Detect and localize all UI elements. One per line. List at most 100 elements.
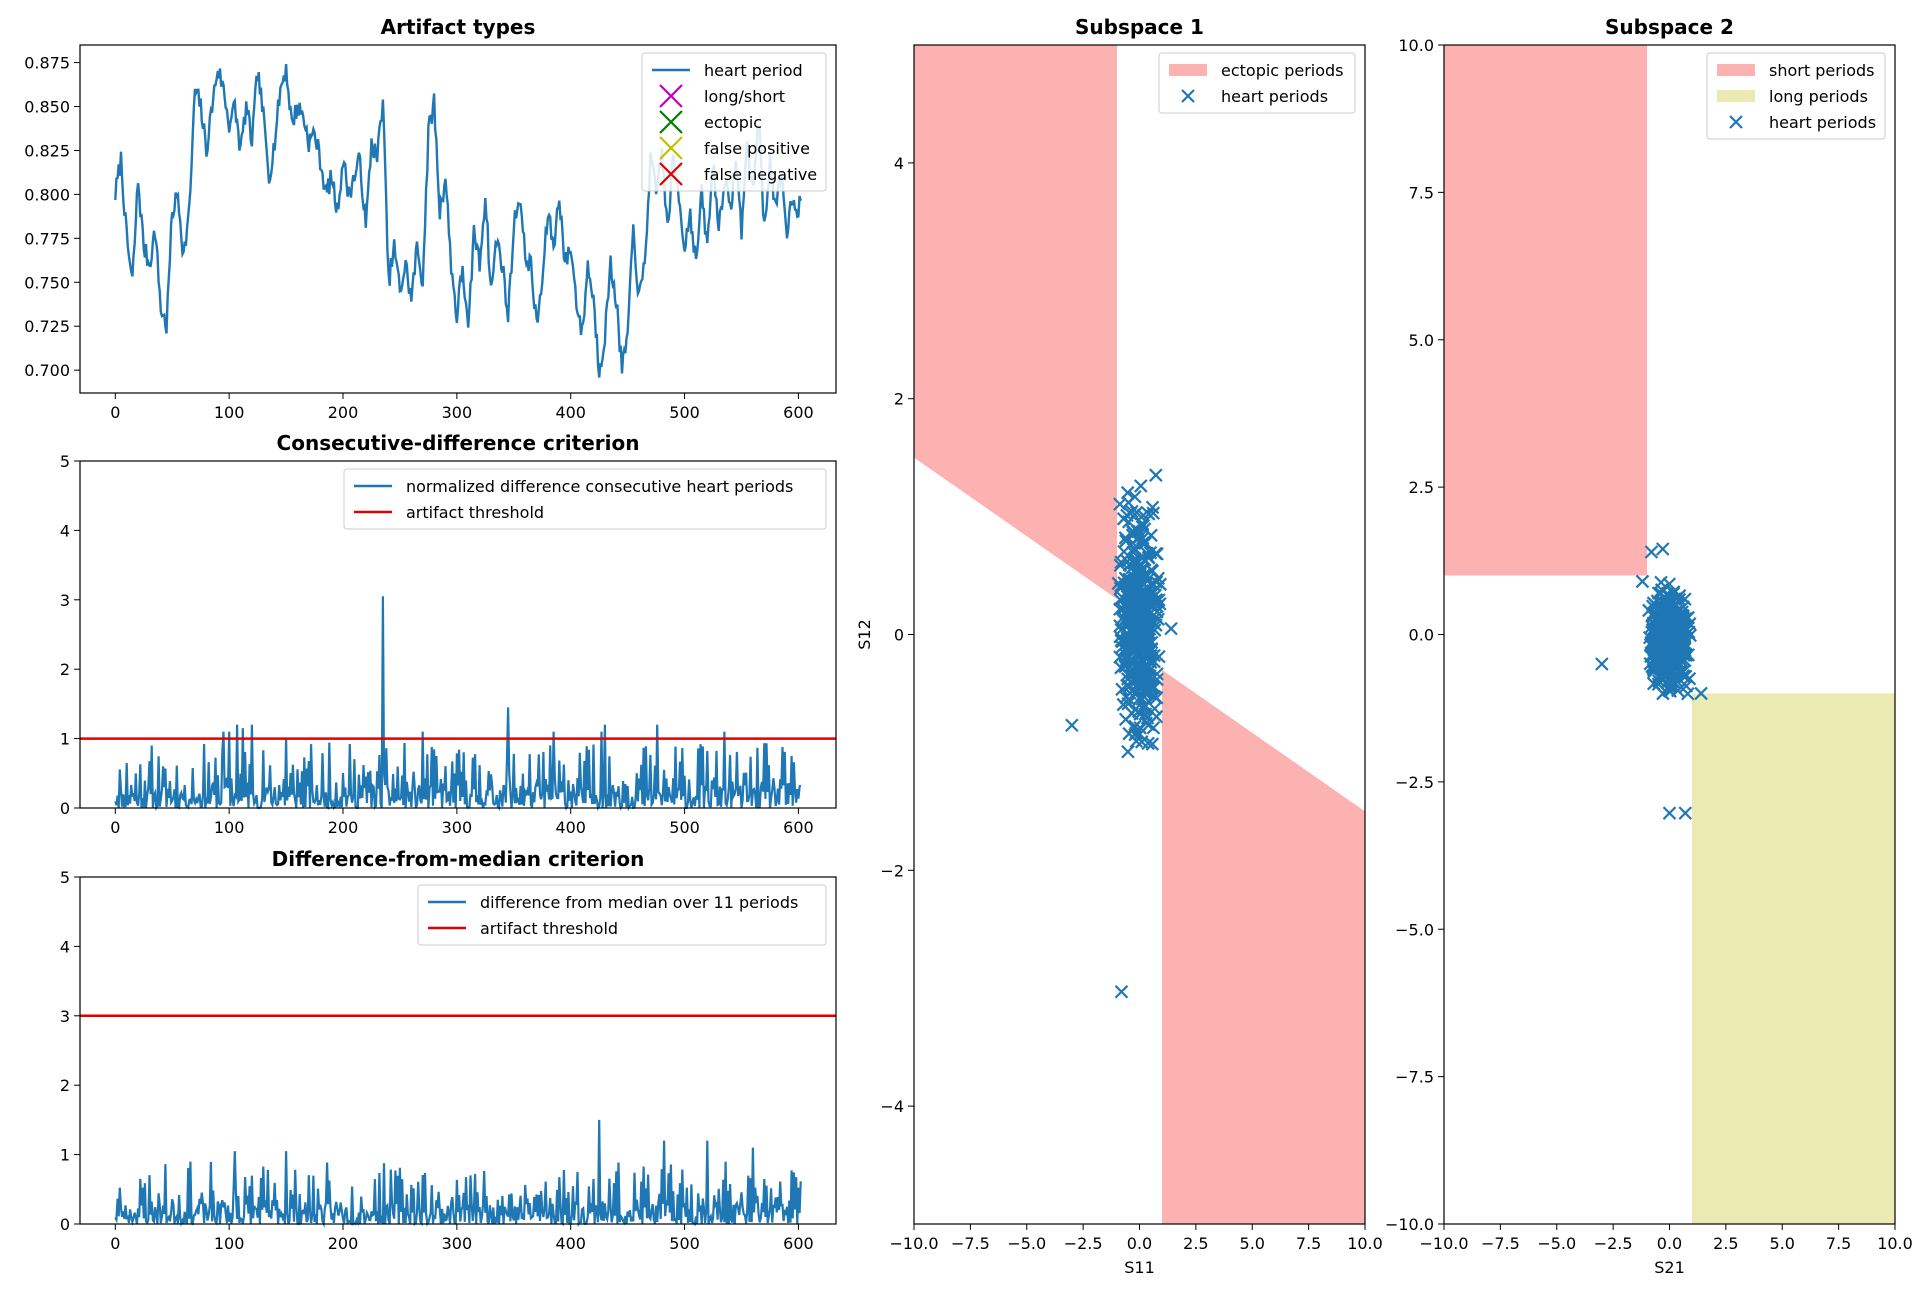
y-tick-label: 7.5 <box>1409 183 1434 202</box>
data-point <box>1146 721 1161 735</box>
data-point <box>1676 668 1691 683</box>
chart-title: Consecutive-difference criterion <box>277 431 640 455</box>
x-tick-label: −7.5 <box>1481 1234 1520 1253</box>
data-point <box>1127 623 1142 637</box>
y-tick-label: 1 <box>60 730 70 749</box>
data-point <box>1118 712 1133 727</box>
data-point <box>1127 627 1142 641</box>
data-point <box>1150 547 1164 561</box>
panel-difference_from_median: Difference-from-median criterion 0 100 200 3… <box>60 847 837 1253</box>
data-point <box>1650 641 1664 656</box>
data-point <box>1149 468 1163 482</box>
y-tick-label: −7.5 <box>1395 1068 1434 1087</box>
y-tick-label: 4 <box>60 521 70 540</box>
legend-marker <box>1181 89 1195 103</box>
axes-frame <box>1443 44 1896 1225</box>
axes-frame <box>79 460 837 809</box>
legend-label: ectopic <box>704 113 762 132</box>
data-point <box>1679 621 1694 635</box>
data-point <box>1144 642 1159 657</box>
region-ectopic-periods <box>1162 669 1365 1224</box>
data-point <box>1672 588 1687 603</box>
y-tick-label: 5.0 <box>1409 331 1434 350</box>
data-point <box>1121 574 1135 588</box>
y-tick-label: 2.5 <box>1409 478 1434 497</box>
panel-subspace_2: Subspace 2 −10.0 −7.5 −5.0 −2.5 0.0 2.5 5.0 7.5 1… <box>1385 15 1913 1277</box>
x-tick-label: 400 <box>555 1234 586 1253</box>
chart-title: Artifact types <box>381 15 536 39</box>
data-point <box>1133 721 1147 735</box>
y-tick-label: 2 <box>60 1076 70 1095</box>
chart-title: Subspace 2 <box>1605 15 1734 39</box>
x-tick-label: 5.0 <box>1240 1234 1265 1253</box>
data-point <box>1676 648 1691 662</box>
data-point <box>1663 651 1678 666</box>
x-tick-label: 400 <box>555 403 586 422</box>
data-point <box>1122 726 1136 741</box>
x-tick-label: −7.5 <box>951 1234 990 1253</box>
data-point <box>1654 575 1668 590</box>
x-tick-label: 500 <box>669 403 700 422</box>
y-tick-label: −2 <box>880 861 904 880</box>
legend-label: heart periods <box>1769 113 1876 132</box>
data-point <box>1140 641 1154 656</box>
data-point-outlier <box>1662 806 1677 820</box>
x-tick-label: −2.5 <box>1594 1234 1633 1253</box>
legend-label: false positive <box>704 139 810 158</box>
data-point <box>1679 679 1694 693</box>
x-tick-label: 500 <box>669 1234 700 1253</box>
data-point <box>1137 567 1152 582</box>
x-tick-label: 600 <box>783 1234 814 1253</box>
data-point-outlier <box>1065 718 1079 733</box>
legend-box <box>417 884 827 946</box>
legend-label: heart period <box>704 61 803 80</box>
data-point-outlier <box>1678 806 1693 820</box>
data-point <box>1149 618 1163 632</box>
data-point <box>1666 634 1680 648</box>
data-point <box>1646 648 1661 663</box>
y-tick-label: 0.725 <box>24 317 70 336</box>
y-tick-label: 0 <box>60 1215 70 1234</box>
x-tick-label: 600 <box>783 818 814 837</box>
chart-title: Difference-from-median criterion <box>272 847 645 871</box>
x-tick-label: 600 <box>783 403 814 422</box>
y-tick-label: 4 <box>60 937 70 956</box>
x-tick-label: 0.0 <box>1657 1234 1682 1253</box>
y-tick-label: 0.825 <box>24 141 70 160</box>
data-point <box>1124 668 1139 682</box>
data-point <box>1666 585 1681 599</box>
data-point <box>1150 605 1164 619</box>
data-point <box>1661 597 1675 611</box>
y-tick-label: 0.875 <box>24 54 70 73</box>
data-point <box>1674 612 1689 627</box>
data-point-outlier <box>1635 574 1650 589</box>
data-point <box>1147 701 1162 716</box>
x-tick-label: 300 <box>442 403 473 422</box>
region-short-periods <box>1444 45 1647 576</box>
legend-marker <box>659 136 683 160</box>
x-tick-label: 0 <box>110 403 120 422</box>
y-tick-label: 5 <box>60 452 70 471</box>
data-point <box>1114 555 1128 570</box>
legend-box <box>1158 52 1356 114</box>
panel-consecutive_difference: Consecutive-difference criterion 0 100 200 3… <box>60 431 837 837</box>
data-point <box>1145 500 1160 515</box>
data-point <box>1653 657 1667 671</box>
y-tick-label: 0.850 <box>24 98 70 117</box>
x-tick-label: 200 <box>328 1234 359 1253</box>
legend-label: long periods <box>1769 87 1868 106</box>
axes-frame <box>913 44 1366 1225</box>
data-point <box>1125 657 1140 671</box>
region-ectopic-periods <box>914 45 1117 600</box>
axes-frame <box>79 44 837 394</box>
legend-marker <box>1729 115 1743 129</box>
legend-marker <box>659 84 683 108</box>
x-tick-label: 2.5 <box>1183 1234 1208 1253</box>
data-point <box>1130 685 1144 700</box>
data-point <box>1122 558 1137 572</box>
x-tick-label: 100 <box>214 1234 245 1253</box>
legend-label: artifact threshold <box>480 919 618 938</box>
legend-label: normalized difference consecutive heart … <box>406 477 793 496</box>
y-tick-label: −4 <box>880 1097 904 1116</box>
